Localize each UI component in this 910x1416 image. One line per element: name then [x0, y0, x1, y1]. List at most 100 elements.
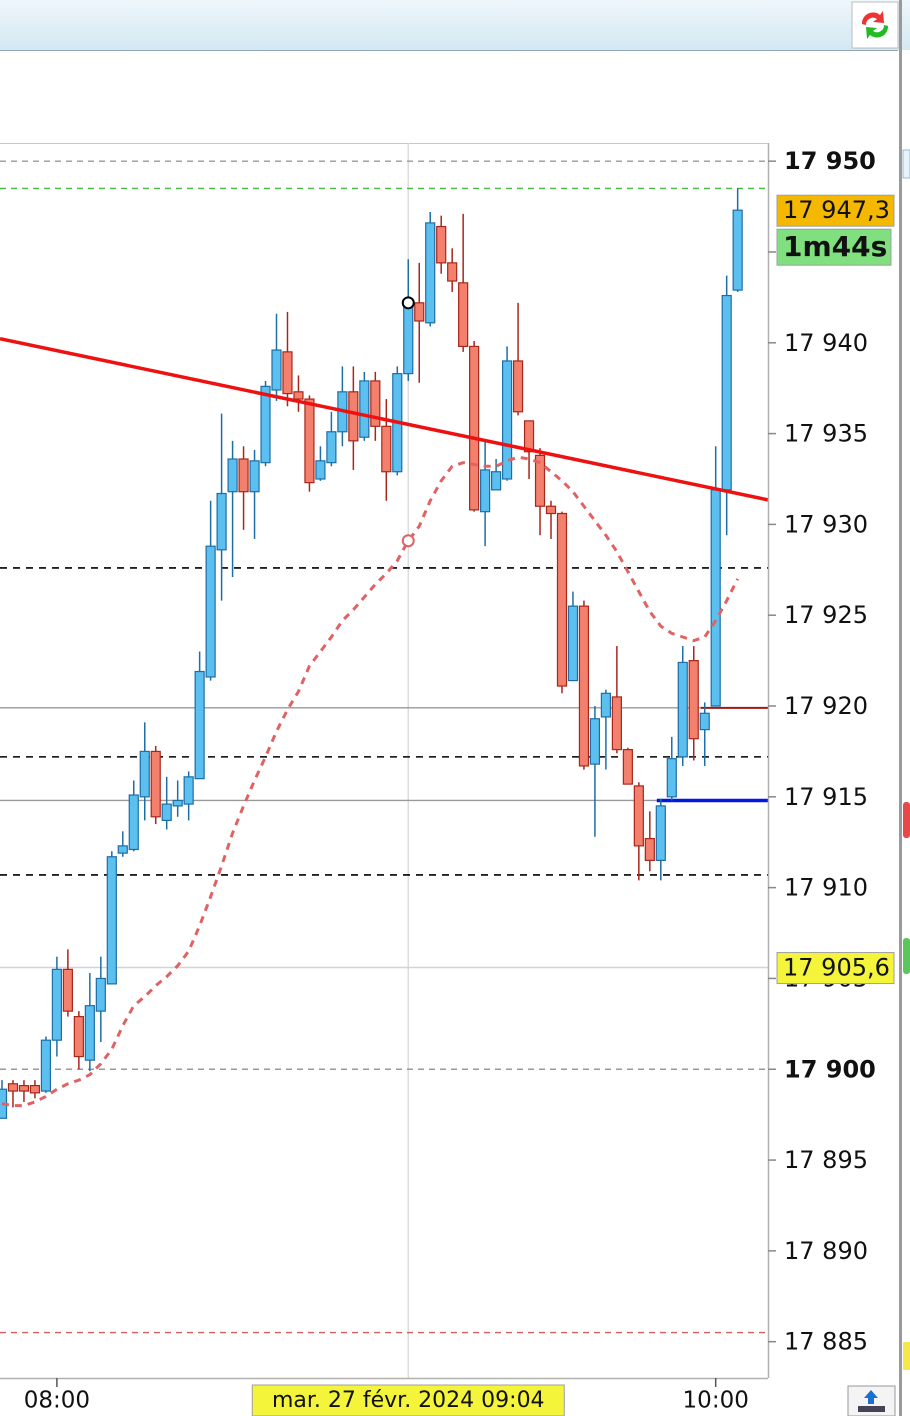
- candle-body: [622, 749, 633, 785]
- candle-body: [18, 1084, 30, 1092]
- countdown-box: [776, 228, 892, 266]
- candle-body: [117, 845, 128, 854]
- candle-body: [469, 345, 480, 511]
- crosshair-x-box: [251, 1384, 565, 1416]
- candle-body: [62, 968, 73, 1012]
- side-divider: [899, 0, 902, 1416]
- y-tick-label: 17 920: [784, 692, 868, 720]
- candle-body: [688, 660, 699, 740]
- y-tick-label: 17 935: [784, 420, 868, 448]
- last-price-label: 17 947,3: [783, 196, 890, 224]
- candle-body: [732, 209, 743, 291]
- candle-body: [29, 1084, 41, 1094]
- crosshair-ma-point: [401, 534, 415, 548]
- candle-body: [545, 505, 557, 515]
- candle-body: [414, 302, 425, 322]
- candle-body: [370, 380, 381, 427]
- candle-body: [73, 1015, 84, 1058]
- refresh-button[interactable]: [851, 1, 899, 49]
- candle-body: [589, 718, 601, 765]
- candle-body: [436, 225, 447, 264]
- x-tick-label: 08:00: [24, 1388, 90, 1414]
- candle-body: [128, 794, 139, 851]
- candle-body: [172, 799, 183, 807]
- candle-body: [425, 222, 436, 324]
- candle-body: [238, 458, 249, 493]
- y-tick-label: 17 915: [784, 783, 868, 811]
- side-tab[interactable]: [903, 938, 910, 974]
- crosshair-x-label: mar. 27 févr. 2024 09:04: [272, 1388, 545, 1413]
- side-tab[interactable]: [903, 1342, 910, 1370]
- candle-body: [95, 977, 106, 1012]
- crosshair-point: [401, 296, 415, 310]
- toolbar: [0, 0, 910, 50]
- candle-body: [271, 349, 282, 391]
- candle-body: [293, 391, 304, 400]
- y-tick-label: 17 930: [784, 510, 868, 538]
- y-tick-label: 17 940: [784, 329, 868, 357]
- candle-body: [710, 489, 721, 707]
- candle-body: [326, 431, 337, 464]
- candle-body: [567, 605, 579, 682]
- x-tick-label: 10:00: [683, 1388, 749, 1414]
- candle-body: [578, 605, 590, 767]
- candle-body: [227, 458, 238, 493]
- trendline: [0, 337, 769, 502]
- side-tab[interactable]: [903, 802, 910, 838]
- scroll-button[interactable]: [847, 1385, 896, 1416]
- candle-body: [600, 692, 612, 718]
- candle-body: [501, 360, 513, 480]
- candle-body: [7, 1083, 19, 1092]
- y-tick-label: 17 910: [784, 874, 868, 902]
- last-price-label-box: [776, 194, 895, 227]
- candle-body: [161, 803, 172, 822]
- candle-body: [491, 471, 502, 491]
- candle-body: [139, 750, 150, 798]
- candle-body: [194, 670, 205, 780]
- y-tick-label: 17 890: [784, 1237, 868, 1265]
- candle-body: [611, 696, 622, 751]
- candle-body: [655, 805, 666, 861]
- candle-body: [84, 1005, 95, 1061]
- candle-body: [348, 391, 359, 442]
- candle-body: [304, 398, 315, 484]
- candle-body: [721, 294, 732, 491]
- candle-body: [633, 785, 644, 847]
- y-tick-label: 17 900: [784, 1055, 876, 1083]
- candle-body: [512, 360, 524, 413]
- candle-body: [534, 454, 546, 507]
- y-tick-label: 17 925: [784, 601, 868, 629]
- crosshair-y-box: [776, 952, 895, 985]
- candle-body: [51, 968, 63, 1041]
- candle-body: [249, 460, 260, 493]
- candle-body: [458, 282, 469, 348]
- candle-body: [447, 262, 458, 282]
- candle-body: [315, 460, 326, 480]
- candle-body: [282, 351, 293, 395]
- candle-body: [644, 837, 655, 861]
- candle-body: [480, 469, 491, 513]
- candle-body: [106, 856, 117, 985]
- candle-body: [403, 302, 414, 375]
- y-tick-label: 17 895: [784, 1146, 868, 1174]
- candle-body: [381, 425, 392, 473]
- candle-body: [40, 1039, 52, 1092]
- moving-average: [1, 455, 739, 1108]
- candle-body: [359, 380, 370, 438]
- candle-body: [666, 758, 677, 798]
- candle-body: [523, 420, 535, 453]
- candle-body: [556, 512, 568, 687]
- candle-body: [150, 750, 161, 818]
- side-tab[interactable]: [902, 149, 910, 179]
- candle-body: [183, 776, 194, 805]
- y-tick-label: 17 885: [784, 1328, 868, 1356]
- candle-body: [260, 385, 271, 464]
- candle-body: [677, 661, 688, 758]
- candle-body: [216, 492, 227, 551]
- y-tick-label: 17 950: [784, 147, 876, 175]
- candle-body: [205, 545, 216, 678]
- candle-body: [699, 712, 710, 731]
